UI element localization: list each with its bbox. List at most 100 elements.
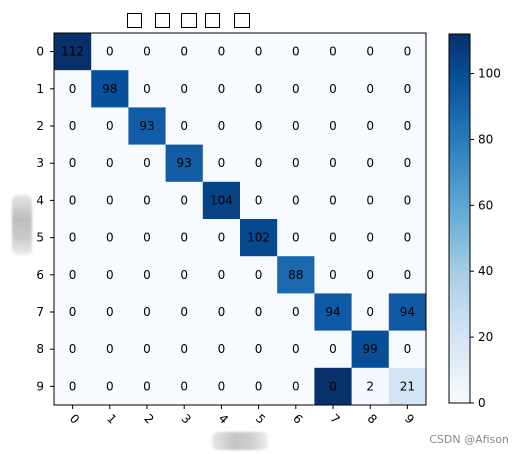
cell-value-label: 0	[180, 231, 188, 245]
x-axis-label-redacted	[212, 432, 268, 450]
heatmap-cell	[277, 33, 315, 71]
heatmap-cell	[202, 107, 241, 146]
heatmap-cell	[351, 144, 390, 183]
colorbar-tick-label: 40	[478, 264, 493, 278]
heatmap-cell	[54, 293, 92, 332]
colorbar-tick-label: 0	[478, 396, 486, 410]
heatmap-cell	[165, 219, 204, 257]
cell-value-label: 0	[329, 82, 337, 96]
cell-value-label: 0	[69, 156, 77, 170]
heatmap-cell	[54, 219, 92, 257]
colorbar-tick-label: 20	[478, 330, 493, 344]
cell-value-label: 93	[177, 156, 192, 170]
cell-value-label: 0	[292, 231, 300, 245]
heatmap-cell	[388, 256, 427, 294]
heatmap-cell	[128, 181, 167, 220]
cell-value-label: 0	[404, 82, 412, 96]
colorbar-tick-label: 80	[478, 132, 493, 146]
cell-value-label: 0	[143, 231, 151, 245]
heatmap-cell	[388, 70, 427, 108]
x-tick-label: 3	[179, 411, 194, 426]
cell-value-label: 112	[61, 45, 84, 59]
cell-value-label: 0	[218, 342, 226, 356]
heatmap-cell	[240, 181, 278, 220]
heatmap-cell	[165, 33, 204, 71]
heatmap-cell	[314, 107, 353, 146]
heatmap-cell	[165, 144, 204, 183]
heatmap-cell	[91, 33, 129, 71]
y-axis-label-redacted	[12, 195, 32, 255]
heatmap-cell	[351, 367, 390, 406]
cell-value-label: 0	[366, 231, 374, 245]
cell-value-label: 0	[366, 156, 374, 170]
heatmap-cell	[388, 293, 427, 332]
heatmap-cell	[202, 219, 241, 257]
cell-value-label: 0	[366, 82, 374, 96]
heatmap-cell	[202, 33, 241, 71]
cell-value-label: 0	[180, 45, 188, 59]
heatmap-cell	[351, 219, 390, 257]
heatmap-cell	[128, 107, 167, 146]
cell-value-label: 0	[329, 379, 337, 393]
cell-value-label: 0	[143, 305, 151, 319]
cell-value-label: 0	[255, 45, 263, 59]
cell-value-label: 0	[180, 379, 188, 393]
x-tick-label: 6	[290, 411, 305, 426]
heatmap-cell	[165, 367, 204, 406]
cell-value-label: 0	[404, 193, 412, 207]
heatmap-cell	[314, 219, 353, 257]
heatmap-cell	[351, 293, 390, 332]
cell-value-label: 94	[400, 305, 415, 319]
title-glyph-box	[127, 13, 142, 28]
cell-value-label: 0	[106, 379, 114, 393]
cell-value-label: 0	[106, 231, 114, 245]
heatmap-cell	[128, 219, 167, 257]
heatmap-cell	[388, 181, 427, 220]
cell-value-label: 0	[69, 193, 77, 207]
heatmap-cell	[240, 256, 278, 294]
heatmap-cell	[202, 367, 241, 406]
heatmap-cell	[128, 293, 167, 332]
title-glyph-box	[234, 13, 250, 28]
cell-value-label: 0	[106, 193, 114, 207]
heatmap-cell	[165, 330, 204, 369]
cell-value-label: 0	[106, 156, 114, 170]
title-glyph-box	[181, 13, 197, 28]
heatmap-cell	[54, 181, 92, 220]
heatmap-cell	[165, 256, 204, 294]
x-tick-label: 7	[327, 411, 342, 426]
heatmap-cell	[240, 33, 278, 71]
cell-value-label: 0	[404, 45, 412, 59]
cell-value-label: 0	[292, 119, 300, 133]
heatmap-cell	[277, 367, 315, 406]
cell-value-label: 0	[143, 342, 151, 356]
cell-value-label: 0	[180, 82, 188, 96]
heatmap-cell	[128, 70, 167, 108]
cell-value-label: 0	[292, 379, 300, 393]
heatmap-cell	[277, 70, 315, 108]
heatmap-cell	[314, 293, 353, 332]
heatmap-cell	[240, 293, 278, 332]
y-tick-label: 3	[36, 156, 44, 170]
cell-value-label: 0	[218, 268, 226, 282]
heatmap-cell	[128, 367, 167, 406]
y-tick-label: 5	[36, 231, 44, 245]
heatmap-cell	[91, 293, 129, 332]
cell-value-label: 0	[255, 82, 263, 96]
cell-value-label: 0	[69, 305, 77, 319]
heatmap-cell	[277, 330, 315, 369]
cell-value-label: 0	[329, 268, 337, 282]
cell-value-label: 0	[292, 193, 300, 207]
heatmap-cell	[128, 144, 167, 183]
x-tick-label: 2	[141, 411, 156, 426]
x-tick-label: 1	[104, 411, 119, 426]
cell-value-label: 0	[69, 268, 77, 282]
cell-value-label: 0	[404, 156, 412, 170]
heatmap-cell	[202, 144, 241, 183]
cell-value-label: 0	[366, 45, 374, 59]
heatmap-cell	[388, 144, 427, 183]
cell-value-label: 0	[366, 119, 374, 133]
cell-value-label: 0	[218, 156, 226, 170]
heatmap-cell	[388, 107, 427, 146]
cell-value-label: 0	[143, 268, 151, 282]
